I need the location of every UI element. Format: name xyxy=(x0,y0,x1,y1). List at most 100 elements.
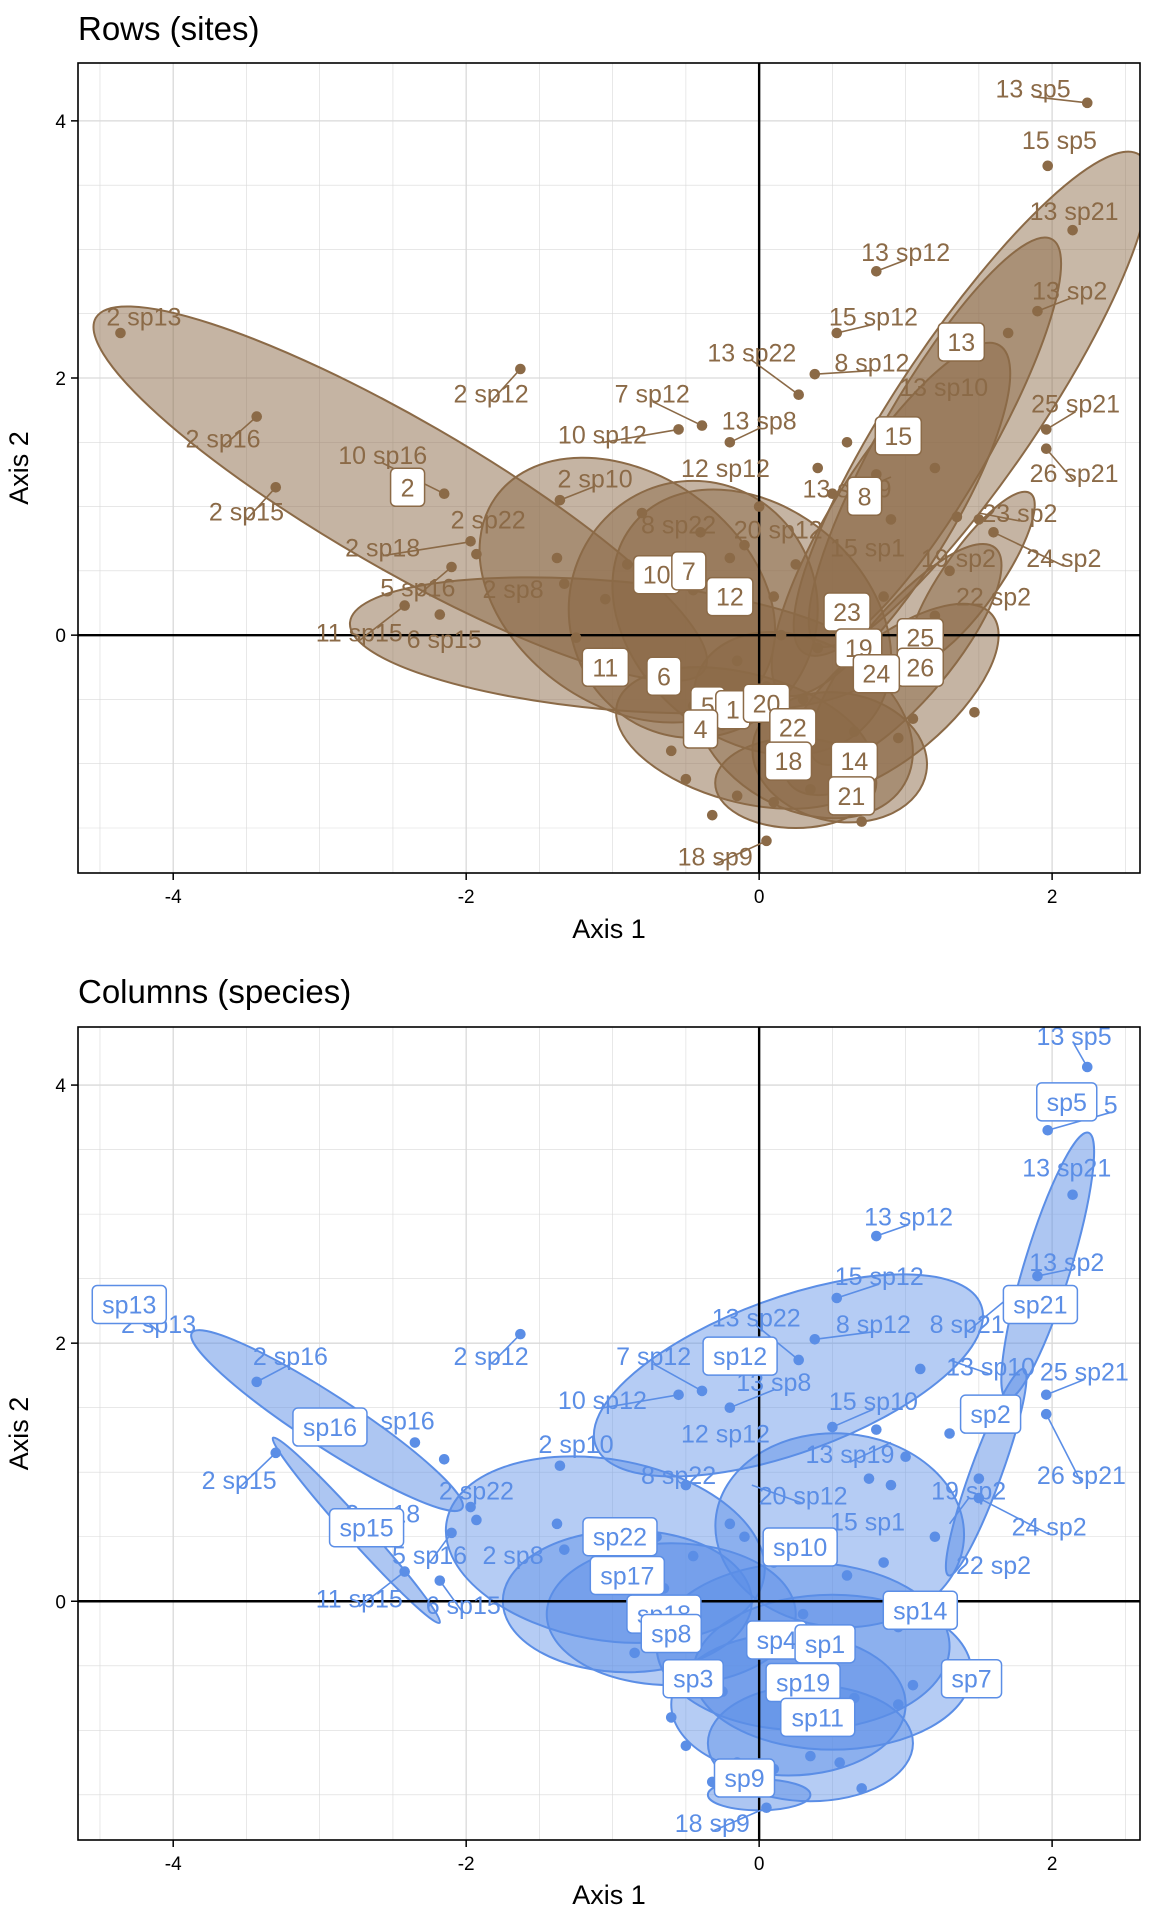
point-label: 26 sp21 xyxy=(1030,460,1119,488)
centroid-label-text: sp5 xyxy=(1047,1089,1087,1117)
point-label: 22 sp2 xyxy=(956,584,1031,612)
centroid-label: sp7 xyxy=(940,1658,1003,1699)
centroid-label: 8 xyxy=(846,476,883,517)
label-leader-line xyxy=(714,840,767,866)
point-label: 2 sp18 xyxy=(345,535,420,563)
data-point xyxy=(409,1437,421,1448)
centroid-label-text: 1 xyxy=(726,697,740,725)
label-leader-line xyxy=(1045,448,1075,482)
data-point xyxy=(1042,160,1054,172)
point-label: 15 sp10 xyxy=(829,1388,918,1416)
point-label: 13 sp10 xyxy=(899,374,988,402)
centroid-label: sp2 xyxy=(959,1394,1022,1434)
x-tick-label: 2 xyxy=(1047,1854,1058,1875)
data-point xyxy=(680,1740,692,1752)
point-label: 6 sp15 xyxy=(426,1592,501,1620)
centroid-label-text: 13 xyxy=(947,329,975,357)
label-leader-line xyxy=(490,1333,521,1365)
point-label: 7 sp12 xyxy=(616,1343,691,1371)
point-label: 13 sp5 xyxy=(996,76,1071,104)
data-point xyxy=(973,1492,985,1504)
point-label: 5 sp16 xyxy=(380,575,455,603)
centroid-label-text: sp16 xyxy=(303,1414,357,1442)
centroid-label-box xyxy=(702,1336,778,1376)
centroid-label-text: 8 xyxy=(858,483,872,511)
centroid-label-text: sp19 xyxy=(776,1670,830,1698)
data-point xyxy=(805,784,816,795)
centroid-label-text: 6 xyxy=(657,663,671,691)
point-label: 2 sp10 xyxy=(558,465,633,493)
centroid-label: 13 xyxy=(937,322,986,362)
point-label: 2 sp8 xyxy=(482,576,543,604)
point-label: 8 sp12 xyxy=(834,350,909,378)
point-label: 13 sp12 xyxy=(864,1204,953,1232)
label-leader-line xyxy=(836,1283,880,1299)
data-point xyxy=(871,1424,882,1435)
point-label: 8 sp22 xyxy=(641,512,716,540)
centroid-label-box xyxy=(1036,1082,1098,1122)
y-tick-label: 4 xyxy=(55,112,66,133)
centroid-label: sp21 xyxy=(1002,1284,1079,1325)
x-tick-label: 2 xyxy=(1047,887,1058,908)
centroid-label-box xyxy=(940,1658,1003,1699)
data-point xyxy=(600,593,611,605)
data-point xyxy=(841,436,853,448)
point-label: 2 sp22 xyxy=(439,1477,514,1505)
centroid-label: 22 xyxy=(769,707,817,748)
centroid-label: sp13 xyxy=(91,1284,168,1325)
centroid-label: sp9 xyxy=(713,1758,776,1798)
data-point xyxy=(636,507,648,519)
data-point xyxy=(665,1712,677,1723)
data-point xyxy=(1032,305,1043,317)
point-label: 13 sp22 xyxy=(712,1304,801,1332)
data-point xyxy=(622,559,633,570)
point-label: 13 sp22 xyxy=(707,339,796,367)
point-label: 11 sp15 xyxy=(316,620,403,648)
point-label: 19 sp2 xyxy=(931,1477,1006,1505)
data-point xyxy=(929,462,941,474)
label-leader-line xyxy=(1073,1043,1088,1068)
point-label: 7 sp12 xyxy=(615,380,690,408)
centroid-label-text: sp15 xyxy=(339,1515,393,1543)
data-point xyxy=(680,1479,692,1491)
centroid-label-box xyxy=(846,476,883,517)
point-label: 24 sp2 xyxy=(1012,1513,1087,1541)
point-label: 13 sp21 xyxy=(1030,198,1119,226)
data-point xyxy=(471,548,482,560)
centroid-label-box xyxy=(640,1613,703,1654)
label-leader-line xyxy=(428,1532,453,1564)
point-label: 25 sp21 xyxy=(1031,391,1120,419)
data-point xyxy=(724,552,736,564)
point-label: 15 sp12 xyxy=(829,303,918,331)
data-point xyxy=(809,368,821,380)
centroid-label-text: sp10 xyxy=(773,1534,827,1562)
data-point xyxy=(878,591,889,602)
point-label: 10 sp16 xyxy=(338,442,427,470)
centroid-label: 10 xyxy=(632,554,681,595)
data-point xyxy=(885,1479,897,1491)
centroid-label-box xyxy=(882,1590,959,1631)
point-label: 8 sp21 xyxy=(930,1311,1005,1339)
centroid-label-text: sp9 xyxy=(724,1765,764,1793)
point-label: 2 sp22 xyxy=(451,506,526,534)
centroid-label: sp12 xyxy=(702,1336,778,1376)
centroid-label-text: 21 xyxy=(838,783,866,811)
centroid-label-text: 26 xyxy=(906,654,934,682)
data-point xyxy=(554,1460,566,1472)
data-point xyxy=(731,790,743,802)
label-leader-line xyxy=(876,259,906,273)
data-point xyxy=(465,1501,476,1513)
data-point xyxy=(951,511,963,523)
data-point xyxy=(739,539,750,551)
label-leader-line xyxy=(653,1363,703,1392)
data-point xyxy=(570,632,582,644)
centroid-label: 23 xyxy=(823,592,871,632)
data-point xyxy=(797,1608,809,1620)
label-leader-line xyxy=(1037,1269,1067,1277)
centroid-label: 14 xyxy=(830,741,879,781)
data-point xyxy=(629,1647,640,1659)
point-label: 2 sp13 xyxy=(106,303,181,331)
centroid-label-text: sp21 xyxy=(1013,1291,1067,1319)
confidence-ellipse xyxy=(592,1273,984,1478)
